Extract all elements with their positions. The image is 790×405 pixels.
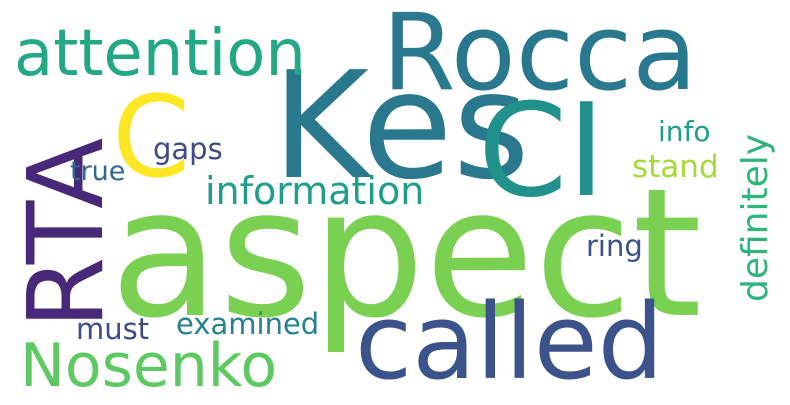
word-must: must [76,312,150,346]
word-definitely: definitely [735,133,776,302]
word-rocca: Rocca [382,0,698,114]
word-nosenko: Nosenko [20,331,278,401]
word-c: C [112,73,191,203]
word-kes: Kes [272,40,530,212]
word-info: info [658,115,711,148]
word-aspect: aspect [110,150,702,357]
word-gaps: gaps [153,132,223,166]
word-attention: attention [14,17,306,91]
word-true: true [70,156,126,187]
word-information: information [205,169,425,213]
word-ci: CI [478,77,606,226]
word-examined: examined [176,307,320,341]
word-ring: ring [586,229,643,263]
word-stand: stand [632,149,719,185]
word-called: called [355,281,664,403]
